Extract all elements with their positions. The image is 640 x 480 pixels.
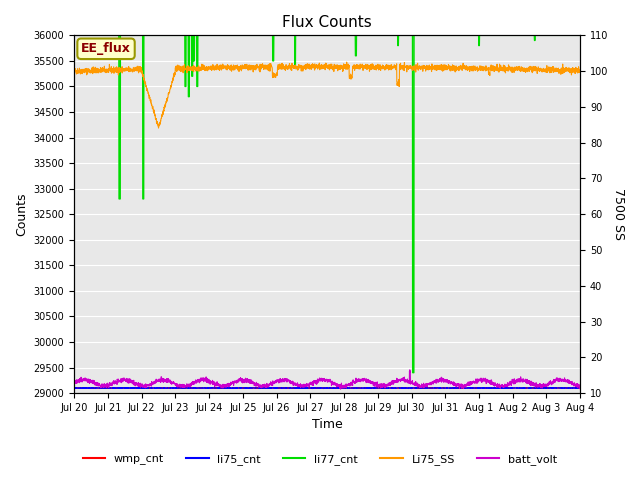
Y-axis label: Counts: Counts xyxy=(15,192,28,236)
X-axis label: Time: Time xyxy=(312,419,342,432)
Y-axis label: 7500 SS: 7500 SS xyxy=(612,188,625,240)
Text: EE_flux: EE_flux xyxy=(81,42,131,55)
Legend: wmp_cnt, li75_cnt, li77_cnt, Li75_SS, batt_volt: wmp_cnt, li75_cnt, li77_cnt, Li75_SS, ba… xyxy=(78,450,562,469)
Title: Flux Counts: Flux Counts xyxy=(282,15,372,30)
